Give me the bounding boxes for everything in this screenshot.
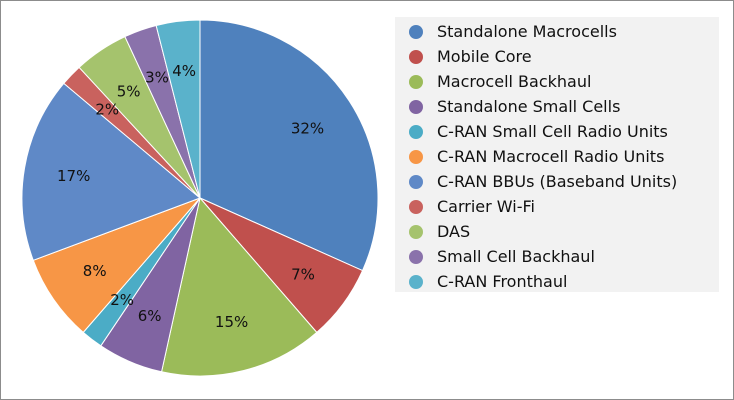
pie-slices [21, 19, 379, 377]
pie-label-2: 15% [215, 313, 248, 331]
pie-label-5: 8% [83, 262, 107, 280]
legend-label-6: C-RAN BBUs (Baseband Units) [437, 172, 678, 191]
pie-slice-2 [160, 196, 318, 377]
legend-item-6: C-RAN BBUs (Baseband Units) [409, 169, 719, 194]
pie-slice-6 [21, 82, 201, 261]
pie-label-8: 5% [117, 83, 141, 101]
legend-marker-9 [409, 249, 423, 264]
pie-slice-0 [199, 19, 379, 272]
legend-item-4: C-RAN Small Cell Radio Units [409, 119, 719, 144]
legend-marker-1 [409, 49, 423, 64]
pie-label-0: 32% [291, 119, 324, 137]
legend-item-5: C-RAN Macrocell Radio Units [409, 144, 719, 169]
legend-marker-10 [409, 274, 423, 289]
legend-item-1: Mobile Core [409, 44, 719, 69]
legend-label-1: Mobile Core [437, 47, 532, 66]
legend-marker-6 [409, 174, 423, 189]
legend-marker-0 [409, 24, 423, 39]
legend-list: Standalone Macrocells Mobile Core Macrocel… [409, 19, 719, 294]
legend-item-10: C-RAN Fronthaul [409, 269, 719, 294]
pie-label-4: 2% [110, 291, 134, 309]
pie-label-3: 6% [138, 307, 162, 325]
legend-label-3: Standalone Small Cells [437, 97, 621, 116]
legend-item-8: DAS [409, 219, 719, 244]
legend-label-5: C-RAN Macrocell Radio Units [437, 147, 665, 166]
legend-marker-3 [409, 99, 423, 114]
pie-label-6: 17% [57, 167, 90, 185]
legend-item-9: Small Cell Backhaul [409, 244, 719, 269]
legend-marker-5 [409, 149, 423, 164]
legend-label-9: Small Cell Backhaul [437, 247, 595, 266]
legend-item-7: Carrier Wi-Fi [409, 194, 719, 219]
pie-label-7: 2% [95, 101, 119, 119]
legend-label-2: Macrocell Backhaul [437, 72, 592, 91]
pie-label-10: 4% [172, 62, 196, 80]
legend-marker-2 [409, 74, 423, 89]
legend-label-8: DAS [437, 222, 471, 241]
legend-label-7: Carrier Wi-Fi [437, 197, 535, 216]
legend-marker-4 [409, 124, 423, 139]
pie-label-9: 3% [145, 68, 169, 86]
pie-labels: 32%7%15%6%2%8%17%2%5%3% 4% [57, 62, 324, 331]
legend: Standalone Macrocells Mobile Core Macrocel… [395, 17, 719, 292]
legend-label-4: C-RAN Small Cell Radio Units [437, 122, 668, 141]
legend-item-0: Standalone Macrocells [409, 19, 719, 44]
legend-marker-7 [409, 199, 423, 214]
legend-label-10: C-RAN Fronthaul [437, 272, 568, 291]
pie-slice-10 [155, 19, 201, 199]
legend-label-0: Standalone Macrocells [437, 22, 617, 41]
legend-item-3: Standalone Small Cells [409, 94, 719, 119]
legend-marker-8 [409, 224, 423, 239]
pie-label-1: 7% [291, 265, 315, 283]
legend-item-2: Macrocell Backhaul [409, 69, 719, 94]
